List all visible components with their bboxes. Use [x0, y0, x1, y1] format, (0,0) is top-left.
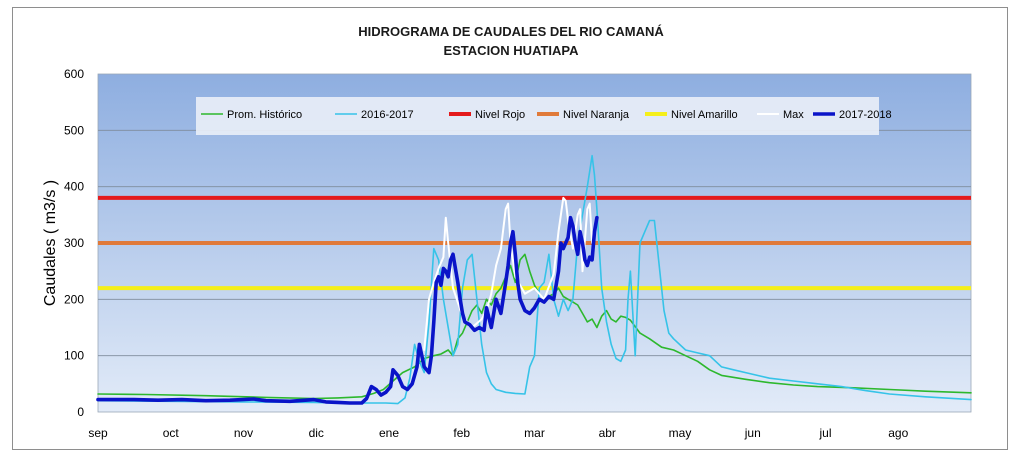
series-2016-2017 [97, 154, 972, 405]
hydrograph-chart: HIDROGRAMA DE CAUDALES DEL RIO CAMANÁ ES… [42, 24, 972, 440]
legend-label: Max [783, 109, 804, 121]
x-tick-label: nov [234, 426, 253, 440]
legend-label: Nivel Rojo [475, 109, 525, 121]
legend-label: 2016-2017 [361, 109, 414, 121]
x-tick-label: dic [309, 426, 324, 440]
y-tick-label: 400 [64, 180, 84, 194]
y-axis-ticks: 0 100 200 300 400 500 600 [64, 67, 84, 419]
chart-subtitle: ESTACION HUATIAPA [443, 43, 579, 58]
chart-frame: HIDROGRAMA DE CAUDALES DEL RIO CAMANÁ ES… [12, 7, 1008, 450]
legend-label: Prom. Histórico [227, 109, 302, 121]
chart-title: HIDROGRAMA DE CAUDALES DEL RIO CAMANÁ [358, 24, 664, 39]
y-axis-label: Caudales ( m3/s ) [42, 180, 59, 306]
y-tick-label: 600 [64, 67, 84, 81]
legend: Prom. Histórico 2016-2017 Nivel Rojo Nivel … [201, 109, 892, 121]
series-lines [96, 154, 972, 405]
x-tick-label: jun [744, 426, 761, 440]
legend-label: Nivel Naranja [563, 109, 630, 121]
x-tick-label: oct [163, 426, 180, 440]
legend-label: Nivel Amarillo [671, 109, 738, 121]
x-tick-label: may [669, 426, 692, 440]
x-axis-ticks: sep oct nov dic ene feb mar abr may jun jul ago [88, 426, 908, 440]
series-2017-2018 [96, 215, 599, 405]
x-tick-label: jul [818, 426, 831, 440]
y-tick-label: 500 [64, 123, 84, 137]
x-tick-label: mar [524, 426, 545, 440]
x-tick-label: ene [379, 426, 399, 440]
y-tick-label: 200 [64, 292, 84, 306]
y-tick-label: 100 [64, 349, 84, 363]
x-tick-label: feb [453, 426, 470, 440]
x-tick-label: sep [88, 426, 108, 440]
y-tick-label: 300 [64, 236, 84, 250]
legend-label: 2017-2018 [839, 109, 892, 121]
x-tick-label: abr [599, 426, 616, 440]
x-tick-label: ago [888, 426, 908, 440]
y-tick-label: 0 [77, 405, 84, 419]
